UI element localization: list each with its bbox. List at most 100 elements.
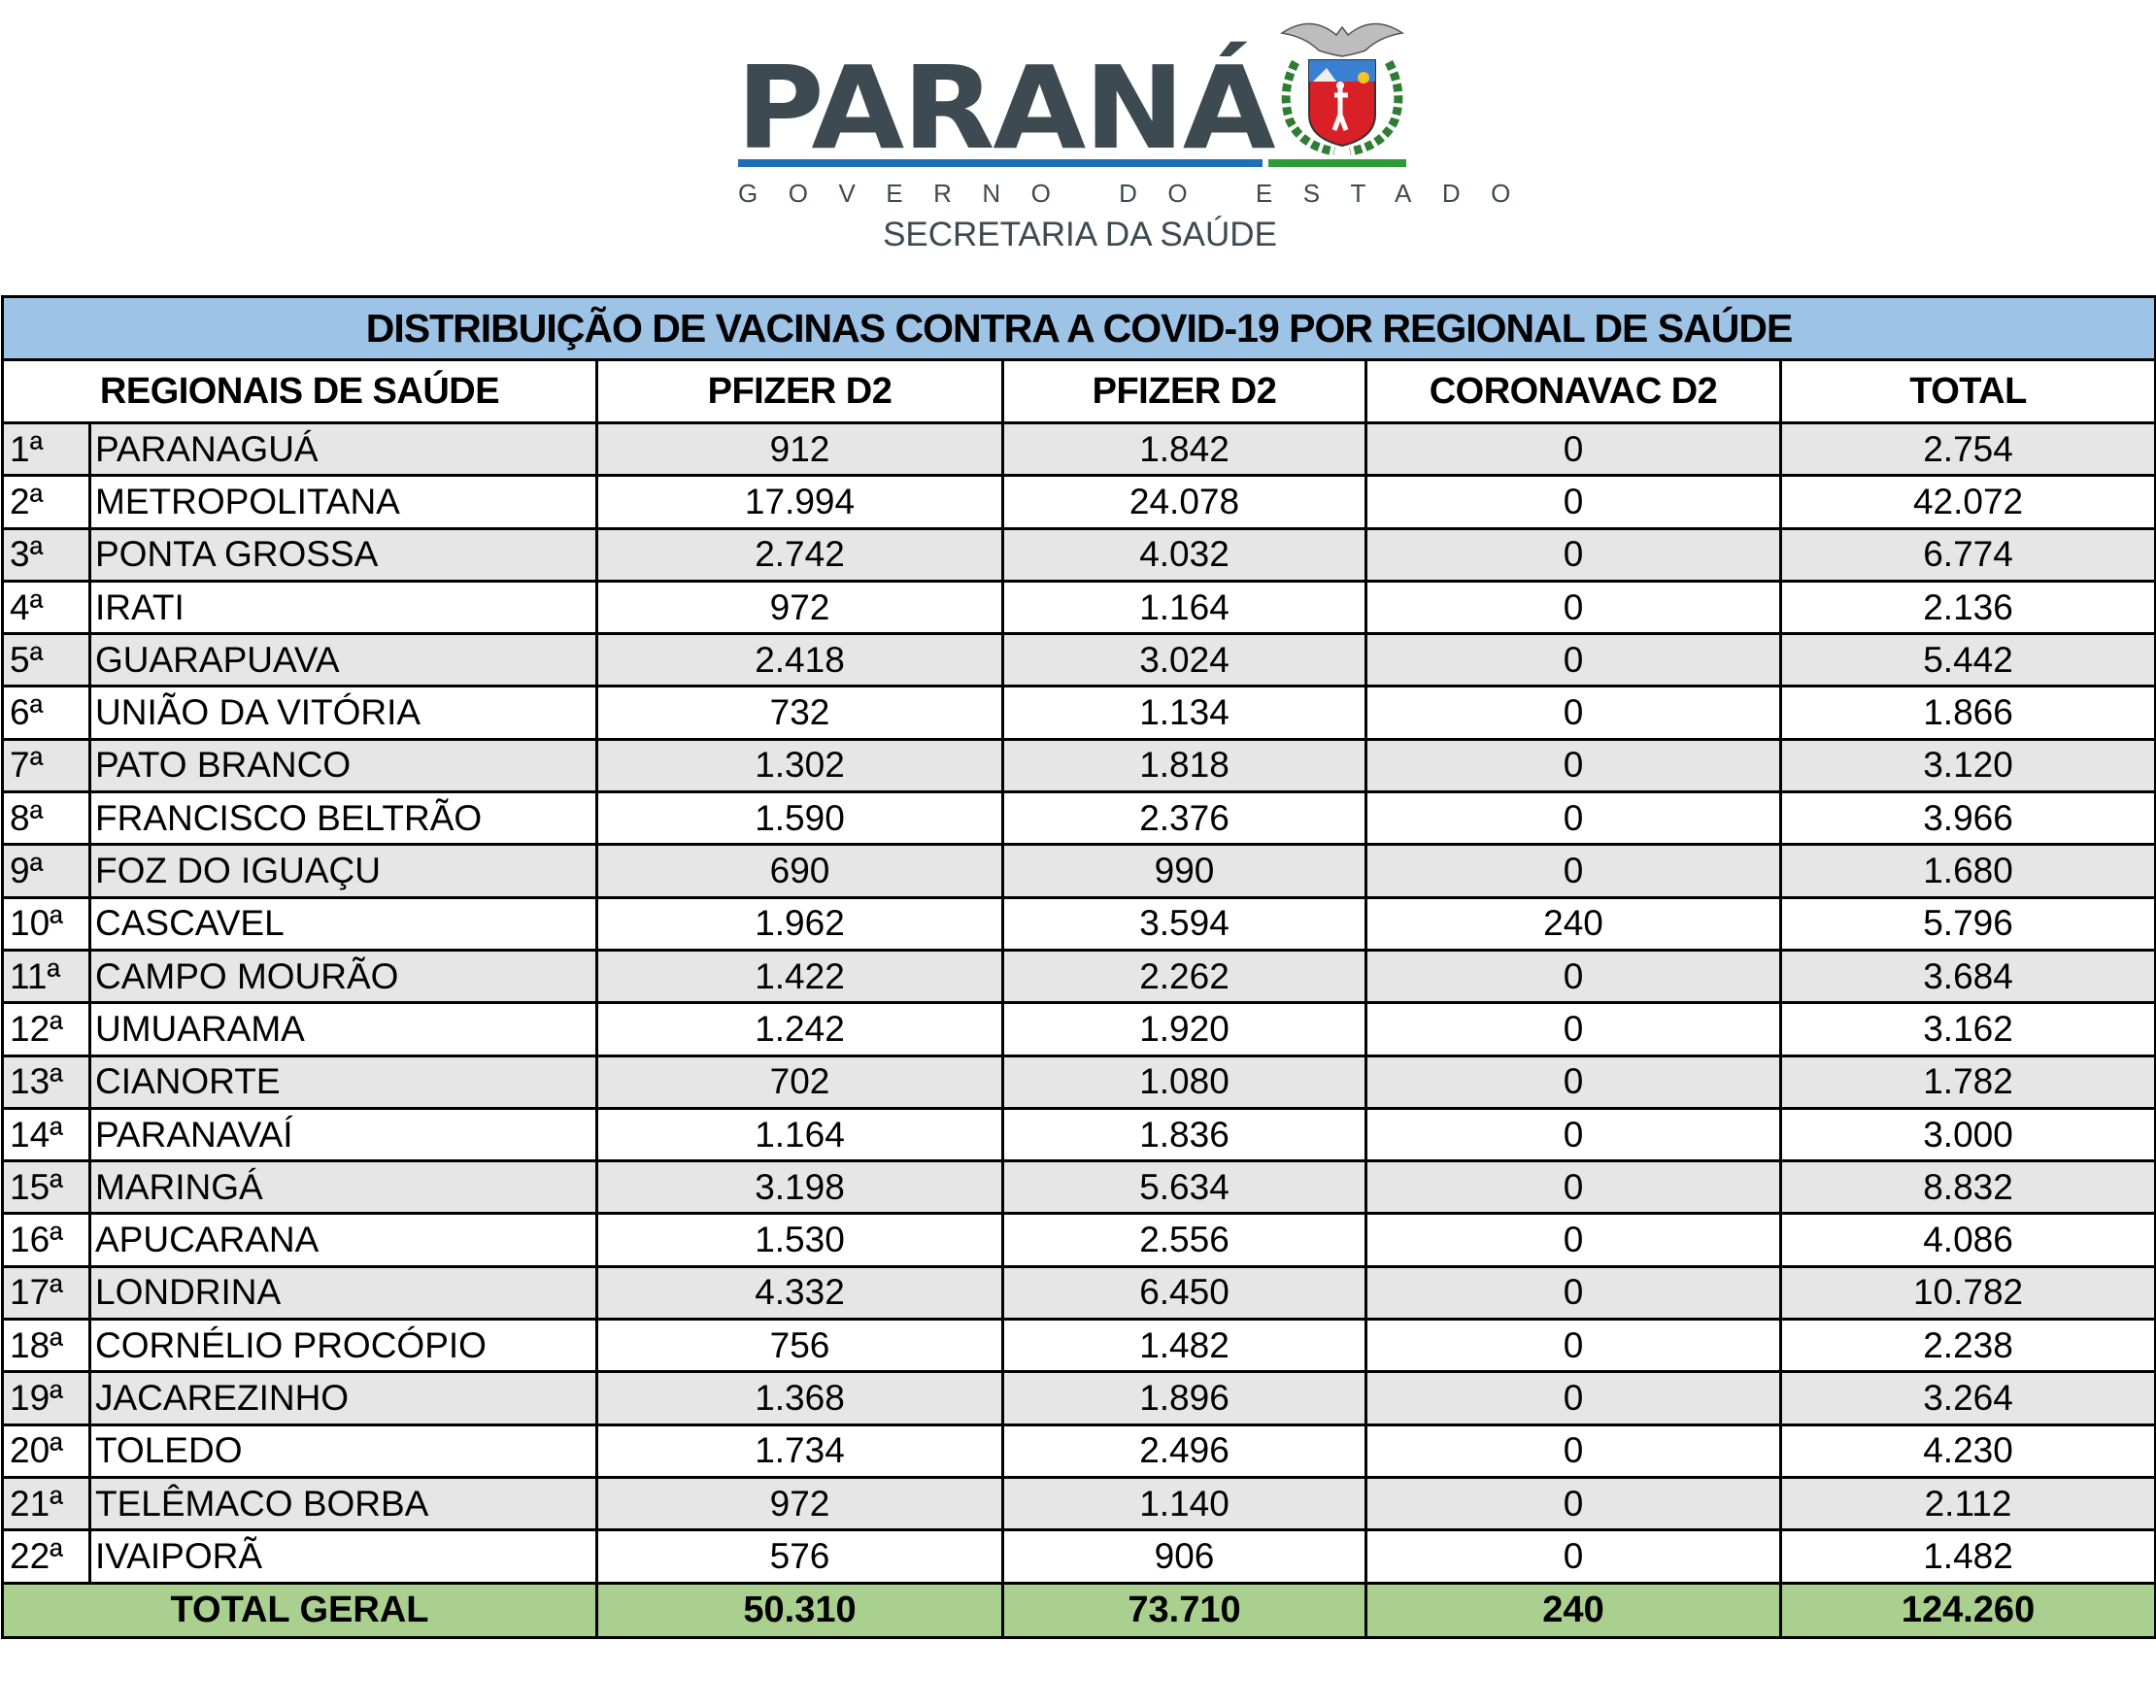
regional-ordinal: 5ª: [1, 632, 91, 688]
pfizer-d2-second-value: 906: [1001, 1528, 1367, 1585]
regional-ordinal: 17ª: [1, 1264, 91, 1322]
pfizer-d2-value: 1.590: [595, 790, 1004, 847]
total-value: 5.442: [1778, 632, 2156, 688]
coronavac-d2-value: 0: [1364, 737, 1782, 794]
table-row: 7ª PATO BRANCO 1.302 1.818 0 3.120: [1, 737, 2156, 794]
regional-name: FRANCISCO BELTRÃO: [88, 790, 598, 847]
pfizer-d2-value: 702: [595, 1054, 1004, 1110]
table-row: 5ª GUARAPUAVA 2.418 3.024 0 5.442: [1, 632, 2156, 688]
pfizer-d2-second-value: 1.896: [1001, 1370, 1367, 1426]
table-title: DISTRIBUIÇÃO DE VACINAS CONTRA A COVID-1…: [0, 295, 2156, 361]
total-value: 6.774: [1778, 526, 2156, 583]
regional-ordinal: 1ª: [1, 420, 91, 478]
regional-name: PONTA GROSSA: [88, 526, 598, 583]
regional-ordinal: 3ª: [1, 526, 91, 583]
coronavac-d2-value: 0: [1364, 1159, 1782, 1216]
column-header-pfizer-d2: PFIZER D2: [595, 358, 1004, 424]
total-value: 1.782: [1778, 1054, 2156, 1110]
pfizer-d2-value: 756: [595, 1318, 1004, 1374]
pfizer-d2-value: 2.742: [595, 526, 1004, 583]
pfizer-d2-second-value: 1.080: [1001, 1054, 1367, 1110]
total-value: 4.086: [1778, 1212, 2156, 1268]
total-value: 3.684: [1778, 948, 2156, 1005]
regional-name: CAMPO MOURÃO: [88, 948, 598, 1005]
coronavac-d2-value: 0: [1364, 632, 1782, 688]
logo-green-bar: [1268, 159, 1406, 167]
table-row: 12ª UMUARAMA 1.242 1.920 0 3.162: [1, 1001, 2156, 1057]
regional-name: LONDRINA: [88, 1264, 598, 1322]
coronavac-d2-value: 0: [1364, 843, 1782, 899]
total-coronavac-d2: 240: [1364, 1581, 1782, 1639]
regional-ordinal: 10ª: [1, 895, 91, 952]
pfizer-d2-value: 1.302: [595, 737, 1004, 794]
total-value: 5.796: [1778, 895, 2156, 952]
regional-ordinal: 7ª: [1, 737, 91, 794]
table-row: 18ª CORNÉLIO PROCÓPIO 756 1.482 0 2.238: [1, 1318, 2156, 1374]
table-row: 13ª CIANORTE 702 1.080 0 1.782: [1, 1054, 2156, 1110]
pfizer-d2-second-value: 4.032: [1001, 526, 1367, 583]
pfizer-d2-value: 3.198: [595, 1159, 1004, 1216]
regional-ordinal: 20ª: [1, 1423, 91, 1479]
pfizer-d2-value: 1.530: [595, 1212, 1004, 1268]
total-grand: 124.260: [1778, 1581, 2156, 1639]
coronavac-d2-value: 0: [1364, 579, 1782, 636]
total-value: 2.136: [1778, 579, 2156, 636]
pfizer-d2-value: 17.994: [595, 474, 1004, 530]
pfizer-d2-value: 1.962: [595, 895, 1004, 952]
regional-name: MARINGÁ: [88, 1159, 598, 1216]
table-row: 16ª APUCARANA 1.530 2.556 0 4.086: [1, 1212, 2156, 1268]
regional-ordinal: 6ª: [1, 685, 91, 741]
regional-ordinal: 8ª: [1, 790, 91, 847]
pfizer-d2-second-value: 3.024: [1001, 632, 1367, 688]
regional-name: TELÊMACO BORBA: [88, 1475, 598, 1532]
pfizer-d2-value: 732: [595, 685, 1004, 741]
table-row: 3ª PONTA GROSSA 2.742 4.032 0 6.774: [1, 526, 2156, 583]
regional-name: TOLEDO: [88, 1423, 598, 1479]
table-row: 11ª CAMPO MOURÃO 1.422 2.262 0 3.684: [1, 948, 2156, 1005]
parana-logo: PARANÁ GOVERNO DO ESTADO SECRETARIA DA S…: [0, 0, 2156, 291]
coronavac-d2-value: 0: [1364, 1370, 1782, 1426]
pfizer-d2-value: 1.242: [595, 1001, 1004, 1057]
total-value: 3.000: [1778, 1106, 2156, 1163]
regional-ordinal: 16ª: [1, 1212, 91, 1268]
regional-ordinal: 12ª: [1, 1001, 91, 1057]
regional-name: UMUARAMA: [88, 1001, 598, 1057]
pfizer-d2-second-value: 5.634: [1001, 1159, 1367, 1216]
table-row: 9ª FOZ DO IGUAÇU 690 990 0 1.680: [1, 843, 2156, 899]
table-row: 17ª LONDRINA 4.332 6.450 0 10.782: [1, 1264, 2156, 1322]
pfizer-d2-second-value: 24.078: [1001, 474, 1367, 530]
total-value: 3.264: [1778, 1370, 2156, 1426]
coronavac-d2-value: 0: [1364, 1212, 1782, 1268]
pfizer-d2-value: 1.422: [595, 948, 1004, 1005]
coronavac-d2-value: 0: [1364, 420, 1782, 478]
total-value: 2.112: [1778, 1475, 2156, 1532]
table-row: 20ª TOLEDO 1.734 2.496 0 4.230: [1, 1423, 2156, 1479]
table-row: 14ª PARANAVAÍ 1.164 1.836 0 3.000: [1, 1106, 2156, 1163]
column-header-pfizer-d2-second: PFIZER D2: [1001, 358, 1367, 424]
pfizer-d2-second-value: 1.842: [1001, 420, 1367, 478]
regional-name: PARANAVAÍ: [88, 1106, 598, 1163]
regional-ordinal: 9ª: [1, 843, 91, 899]
total-value: 4.230: [1778, 1423, 2156, 1479]
table-row: 4ª IRATI 972 1.164 0 2.136: [1, 579, 2156, 636]
table-row: 21ª TELÊMACO BORBA 972 1.140 0 2.112: [1, 1475, 2156, 1532]
vaccine-distribution-table: DISTRIBUIÇÃO DE VACINAS CONTRA A COVID-1…: [0, 295, 2156, 1639]
regional-name: IVAIPORÃ: [88, 1528, 598, 1585]
regional-ordinal: 21ª: [1, 1475, 91, 1532]
table-row: 10ª CASCAVEL 1.962 3.594 240 5.796: [1, 895, 2156, 952]
coronavac-d2-value: 0: [1364, 790, 1782, 847]
regional-name: JACAREZINHO: [88, 1370, 598, 1426]
table-row: 1ª PARANAGUÁ 912 1.842 0 2.754: [1, 420, 2156, 478]
pfizer-d2-value: 576: [595, 1528, 1004, 1585]
pfizer-d2-second-value: 2.376: [1001, 790, 1367, 847]
coronavac-d2-value: 0: [1364, 474, 1782, 530]
total-value: 2.754: [1778, 420, 2156, 478]
coronavac-d2-value: 0: [1364, 1106, 1782, 1163]
coronavac-d2-value: 0: [1364, 948, 1782, 1005]
table-row: 6ª UNIÃO DA VITÓRIA 732 1.134 0 1.866: [1, 685, 2156, 741]
coronavac-d2-value: 0: [1364, 1528, 1782, 1585]
pfizer-d2-value: 912: [595, 420, 1004, 478]
regional-ordinal: 2ª: [1, 474, 91, 530]
table-row: 19ª JACAREZINHO 1.368 1.896 0 3.264: [1, 1370, 2156, 1426]
regional-name: CORNÉLIO PROCÓPIO: [88, 1318, 598, 1374]
